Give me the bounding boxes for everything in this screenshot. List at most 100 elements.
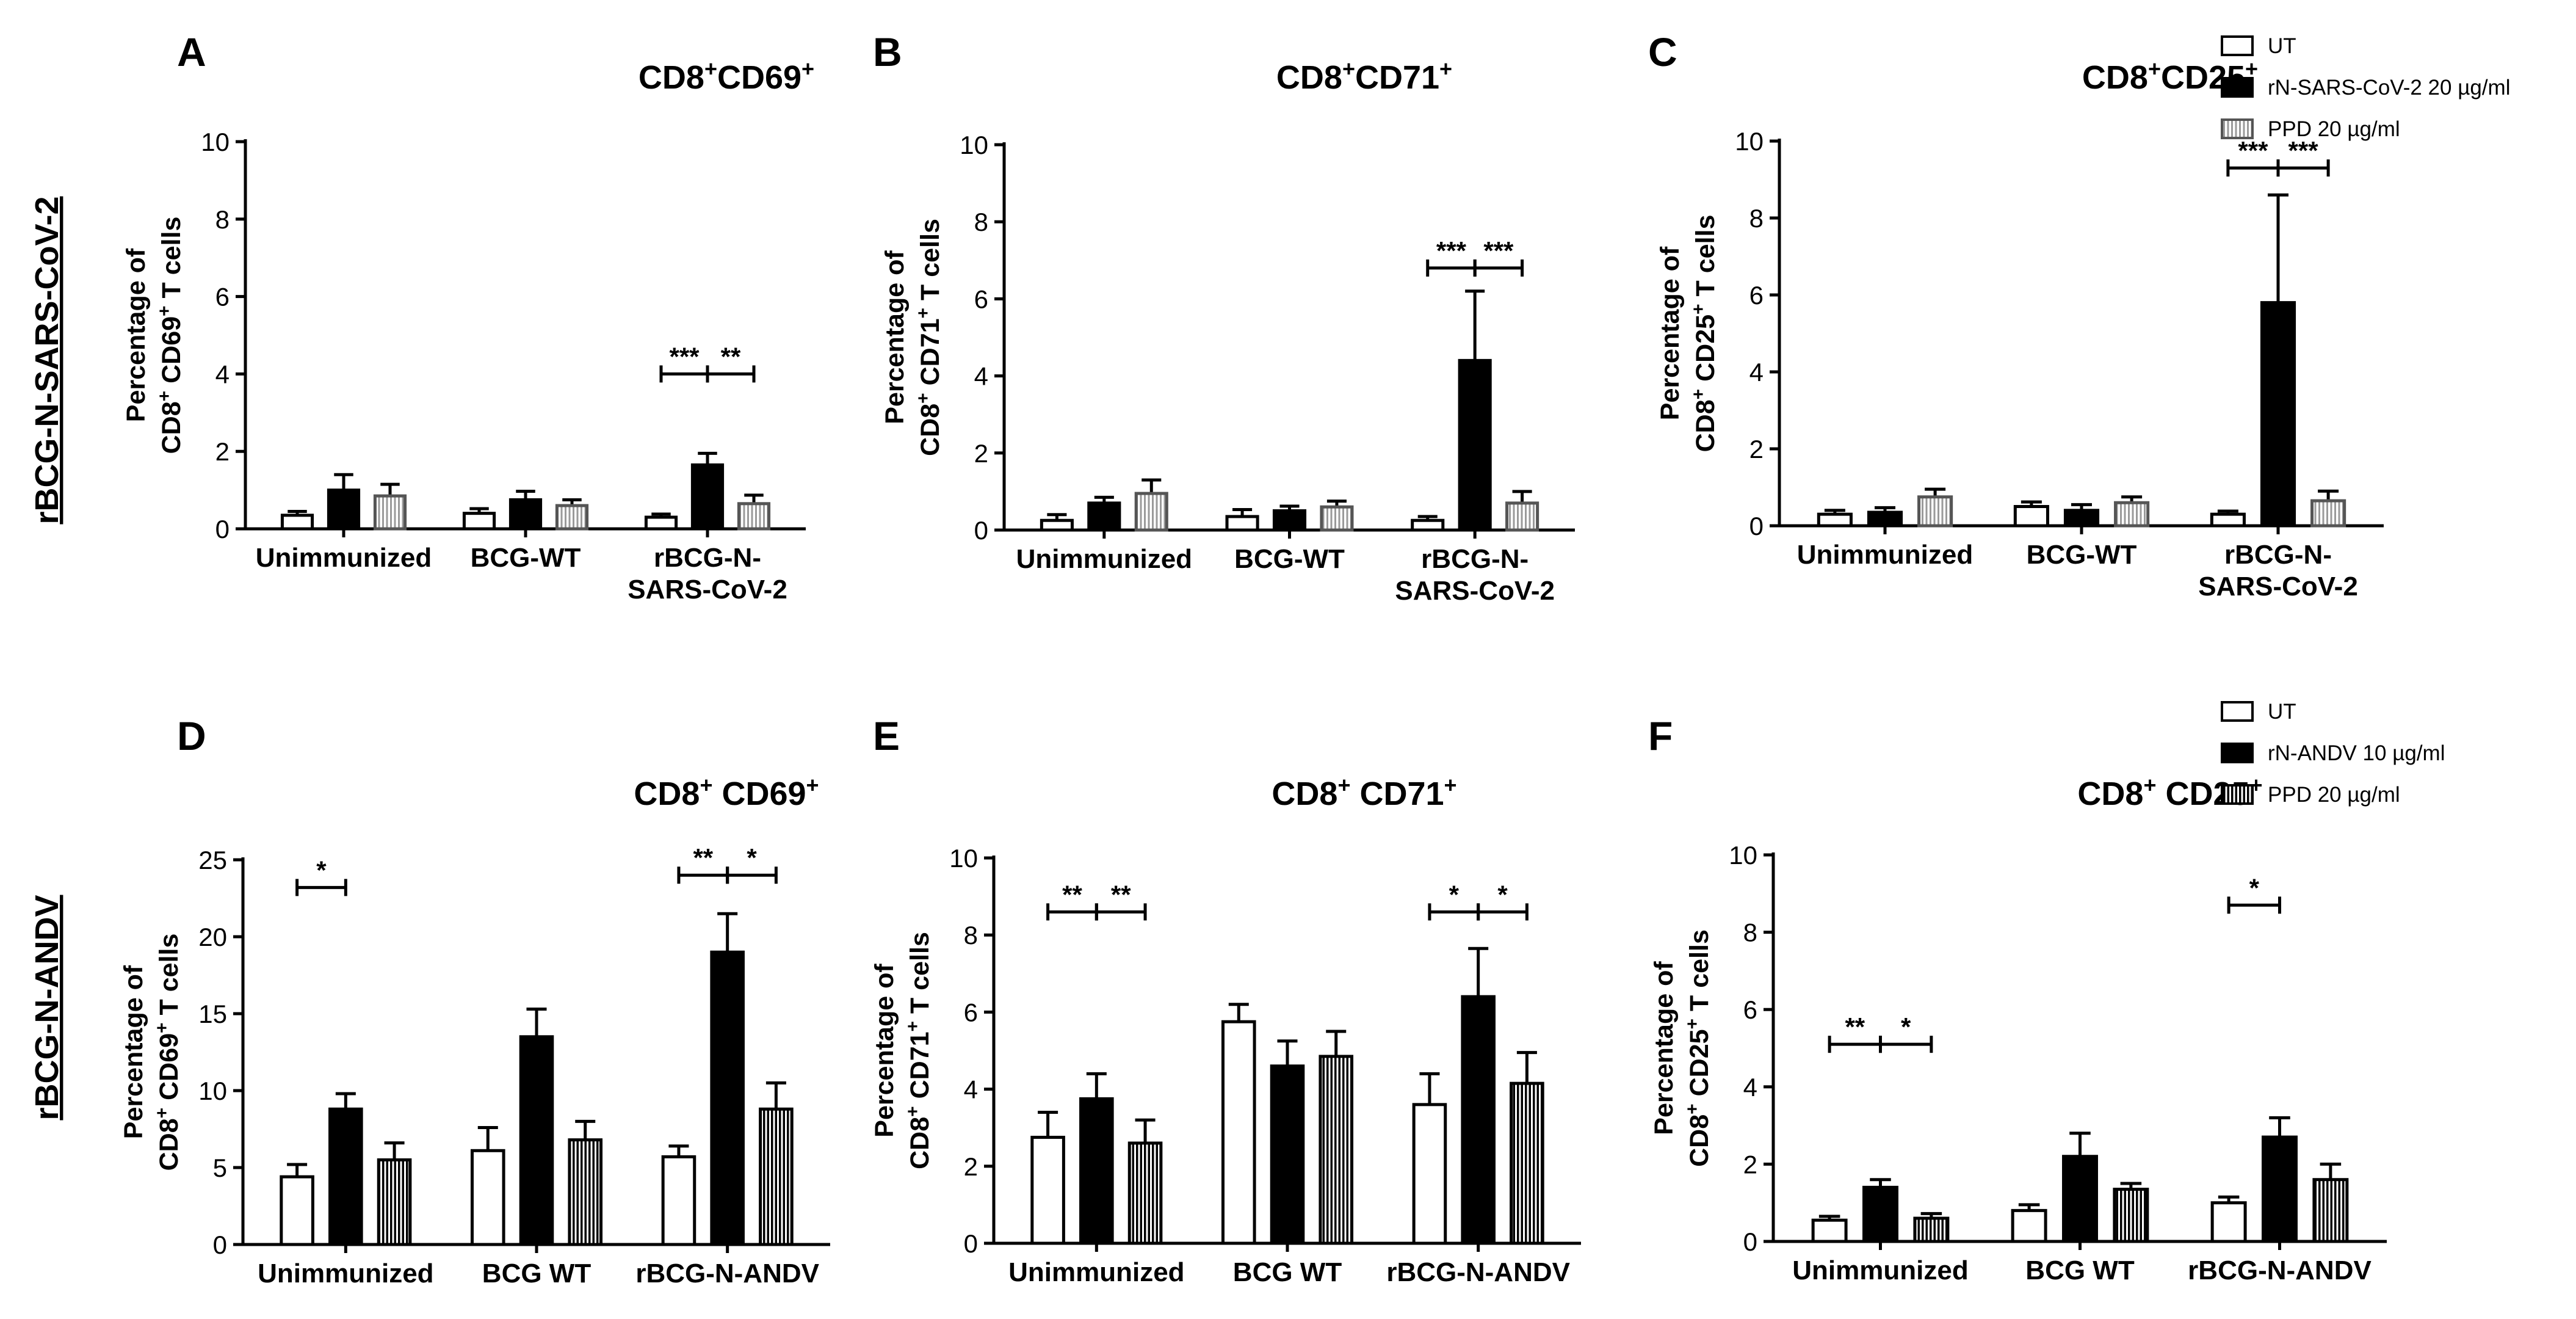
y-tick-label: 6 bbox=[1743, 995, 1757, 1024]
significance-label: ** bbox=[693, 843, 713, 872]
significance-label: * bbox=[1449, 880, 1460, 909]
bar bbox=[328, 1107, 363, 1246]
legend-swatch bbox=[2221, 35, 2254, 56]
y-tick-label: 8 bbox=[215, 205, 230, 234]
bar bbox=[1270, 1064, 1305, 1245]
bar bbox=[1862, 1185, 1898, 1243]
y-tick-label: 8 bbox=[974, 208, 988, 236]
y-tick-label: 10 bbox=[201, 128, 230, 156]
significance-label: ** bbox=[1845, 1012, 1865, 1041]
bar bbox=[737, 502, 771, 531]
y-tick-label: 4 bbox=[1743, 1073, 1757, 1102]
x-tick-label: rBCG-N-SARS-CoV-2 bbox=[2198, 540, 2358, 601]
significance-label: * bbox=[1901, 1012, 1911, 1041]
y-tick-label: 8 bbox=[1743, 918, 1757, 947]
y-tick-label: 10 bbox=[198, 1077, 227, 1105]
panel-letter: A bbox=[177, 29, 206, 74]
significance-label: ** bbox=[721, 342, 741, 371]
x-tick-label: Unimmunized bbox=[256, 543, 432, 573]
x-tick-label: rBCG-N-SARS-CoV-2 bbox=[628, 543, 787, 605]
y-tick-label: 8 bbox=[964, 921, 978, 950]
bar bbox=[2210, 1201, 2247, 1243]
panel-b: B CD8+CD71+ Percentage ofCD8+ CD71+ T cell… bbox=[873, 29, 1575, 606]
legend-label: rN-ANDV 10 µg/ml bbox=[2268, 741, 2445, 765]
bar bbox=[462, 512, 496, 531]
y-tick-label: 4 bbox=[215, 360, 230, 388]
x-tick-label: BCG-WT bbox=[1234, 544, 1345, 574]
legend-swatch bbox=[2221, 743, 2254, 763]
bar bbox=[280, 514, 314, 531]
x-tick-label: rBCG-N-ANDV bbox=[635, 1259, 819, 1288]
bar bbox=[2260, 301, 2296, 528]
legends: UT rN-SARS-CoV-2 20 µg/ml PPD 20 µg/ml UT rN… bbox=[2221, 34, 2511, 807]
panel-letter: B bbox=[873, 29, 902, 74]
x-tick-label: rBCG-N-ANDV bbox=[1386, 1257, 1570, 1287]
bar bbox=[2013, 505, 2049, 528]
legend-swatch bbox=[2221, 118, 2254, 139]
x-tick-label: Unimmunized bbox=[258, 1259, 433, 1288]
bar bbox=[2312, 1178, 2349, 1243]
y-tick-label: 4 bbox=[964, 1075, 978, 1104]
panel-title: CD8+ CD71+ bbox=[1272, 772, 1456, 813]
y-tick-label: 2 bbox=[1749, 435, 1764, 463]
y-tick-label: 2 bbox=[215, 437, 230, 466]
y-tick-label: 0 bbox=[215, 515, 230, 543]
y-tick-label: 4 bbox=[974, 362, 988, 391]
legend-swatch bbox=[2221, 701, 2254, 722]
significance-label: *** bbox=[669, 342, 700, 371]
y-tick-label: 10 bbox=[949, 844, 978, 873]
x-tick-label: BCG WT bbox=[482, 1259, 592, 1288]
significance-label: *** bbox=[2238, 136, 2268, 165]
bar bbox=[1040, 518, 1074, 532]
bar bbox=[280, 1175, 314, 1246]
y-tick-label: 0 bbox=[1743, 1227, 1757, 1256]
panel-a: A CD8+CD69+ Percentage ofCD8+ CD69+ T cell… bbox=[121, 29, 814, 605]
y-tick-label: 10 bbox=[1729, 841, 1757, 870]
significance-label: * bbox=[747, 843, 757, 872]
bar bbox=[1917, 495, 1953, 528]
x-tick-label: Unimmunized bbox=[1008, 1257, 1184, 1287]
significance-label: * bbox=[2249, 873, 2260, 902]
y-tick-label: 2 bbox=[974, 439, 988, 468]
legend-label: PPD 20 µg/ml bbox=[2268, 783, 2400, 807]
y-tick-label: 4 bbox=[1749, 358, 1764, 387]
bar bbox=[1225, 515, 1259, 532]
panel-title: CD8+CD71+ bbox=[1276, 56, 1452, 96]
y-tick-label: 2 bbox=[1743, 1150, 1757, 1179]
bar bbox=[1510, 1081, 1544, 1245]
y-tick-label: 25 bbox=[198, 846, 227, 874]
x-tick-label: Unimmunized bbox=[1797, 540, 1973, 570]
bar bbox=[568, 1138, 603, 1246]
x-tick-label: Unimmunized bbox=[1792, 1255, 1968, 1285]
row-label-bottom: rBCG-N-ANDV bbox=[29, 895, 65, 1121]
y-tick-label: 0 bbox=[974, 516, 988, 545]
significance-label: *** bbox=[1483, 236, 1514, 265]
y-tick-label: 6 bbox=[1749, 281, 1764, 310]
legend-label: UT bbox=[2268, 700, 2296, 724]
y-tick-label: 5 bbox=[213, 1154, 227, 1182]
bar bbox=[1319, 1055, 1354, 1245]
legend-2: UT rN-ANDV 10 µg/ml PPD 20 µg/ml bbox=[2221, 700, 2445, 807]
legend-swatch bbox=[2221, 784, 2254, 805]
panel-e: E CD8+ CD71+ Percentage ofCD8+ CD71+ T cel… bbox=[870, 713, 1581, 1287]
x-tick-label: rBCG-N-SARS-CoV-2 bbox=[1395, 544, 1555, 606]
y-tick-label: 0 bbox=[213, 1230, 227, 1259]
significance-label: ** bbox=[1062, 880, 1082, 909]
x-tick-label: BCG-WT bbox=[471, 543, 581, 573]
legend-1: UT rN-SARS-CoV-2 20 µg/ml PPD 20 µg/ml bbox=[2221, 34, 2511, 141]
y-axis-label: Percentage ofCD8+ CD25+ T cells bbox=[1649, 929, 1714, 1167]
panel-d: D CD8+ CD69+ Percentage ofCD8+ CD69+ T cel… bbox=[119, 713, 830, 1288]
bar bbox=[1221, 1020, 1256, 1245]
bar bbox=[1913, 1216, 1950, 1243]
bar bbox=[1411, 518, 1445, 532]
bar bbox=[2011, 1208, 2047, 1243]
y-axis-label: Percentage ofCD8+ CD69+ T cells bbox=[119, 934, 184, 1171]
bar bbox=[2113, 1188, 2149, 1243]
x-tick-label: BCG WT bbox=[1233, 1257, 1342, 1287]
bar bbox=[1811, 1218, 1848, 1243]
y-axis-label: Percentage ofCD8+ CD71+ T cells bbox=[880, 219, 945, 456]
bar bbox=[690, 463, 725, 531]
